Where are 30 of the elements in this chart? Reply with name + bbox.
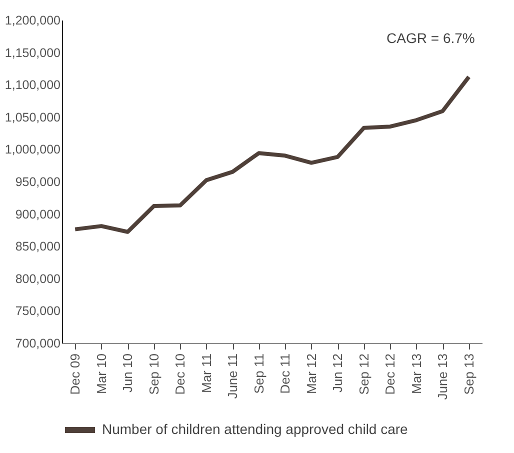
x-tick-label: Dec 12: [382, 354, 398, 395]
x-tick-label: June 11: [225, 354, 240, 399]
x-tick-label: Sep 12: [356, 354, 372, 395]
x-tick-label: Sep 10: [146, 354, 162, 395]
x-tick-label: Sep 13: [461, 354, 476, 395]
y-tick-label: 1,050,000: [4, 110, 61, 124]
x-tick-label: Dec 10: [172, 354, 188, 395]
x-tick-label: June 13: [435, 354, 450, 400]
x-tick-label: Mar 10: [94, 354, 109, 394]
y-tick-label: 700,000: [15, 336, 61, 350]
y-tick-label: 1,000,000: [4, 142, 61, 157]
x-tick-label: Dec 09: [68, 354, 83, 395]
x-tick-label: Sep 11: [251, 354, 266, 394]
y-tick-label: 1,100,000: [4, 78, 61, 92]
x-tick-label: Jun 12: [330, 354, 346, 393]
y-tick-label: 850,000: [15, 240, 61, 254]
x-tick-label: Mar 12: [304, 354, 319, 394]
x-tick-label: Jun 10: [120, 354, 136, 393]
y-tick-label: 950,000: [15, 175, 61, 189]
annotation: CAGR = 6.7%: [386, 30, 475, 46]
y-tick-label: 750,000: [15, 304, 61, 318]
y-tick-label: 1,150,000: [4, 46, 61, 60]
y-tick-label: 800,000: [15, 272, 61, 286]
x-tick-label: Dec 11: [278, 354, 293, 394]
y-tick-label: 1,200,000: [4, 14, 61, 28]
x-tick-label: Mar 13: [408, 354, 424, 394]
line-series: [73, 74, 471, 234]
x-tick-label: Mar 11: [198, 354, 214, 393]
legend-label: Number of children attending approved child care: [102, 421, 408, 437]
y-tick-label: 900,000: [15, 207, 61, 222]
